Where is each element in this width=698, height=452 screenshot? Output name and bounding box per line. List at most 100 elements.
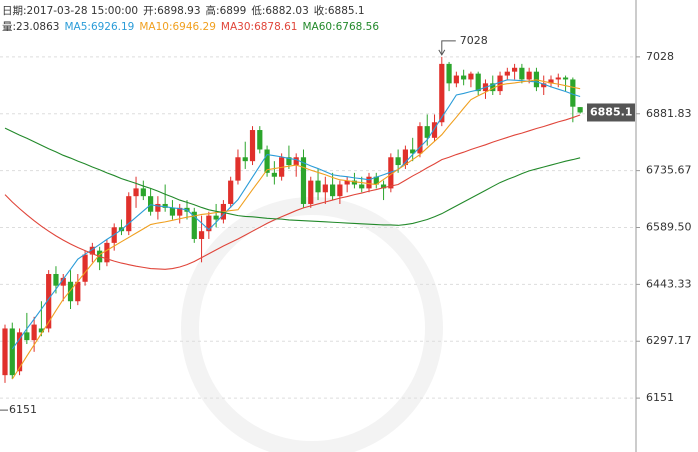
candle-body: [504, 71, 510, 76]
candle-body: [519, 67, 525, 80]
candle-body: [213, 215, 219, 220]
ma-line: [11, 79, 581, 350]
legend-label: MA10:: [139, 21, 173, 33]
y-tick-label: 6297.17: [646, 334, 692, 347]
field-value: 6882.03: [265, 5, 309, 17]
candle-body: [155, 203, 161, 212]
candle-body: [315, 180, 321, 193]
legend-entry: MA30:6878.61: [221, 21, 298, 33]
y-tick-label: 6735.67: [646, 164, 692, 177]
high-pointer: [441, 40, 456, 55]
legend-label: MA30:: [220, 21, 255, 33]
candle-body: [133, 188, 139, 197]
candle-body: [82, 254, 88, 282]
candle-body: [67, 281, 74, 302]
candle-body: [60, 277, 66, 286]
candle-body: [206, 215, 212, 232]
candle-body: [31, 324, 37, 341]
legend-label: MA60:: [302, 21, 336, 33]
candle-body: [402, 149, 408, 166]
candle-body: [453, 75, 459, 84]
candle-body: [293, 157, 299, 166]
candle-body: [512, 67, 518, 72]
header-field: 量:23.0863: [2, 21, 59, 33]
candle-body: [264, 149, 270, 173]
candle-body: [359, 184, 365, 189]
candle-body: [577, 107, 583, 113]
candle-body: [177, 207, 183, 216]
candle-body: [541, 83, 547, 88]
y-tick-label: 6589.50: [646, 220, 692, 233]
watermark: [181, 197, 443, 452]
candle-body: [446, 63, 452, 84]
field-value: 2017-03-28 15:00:00: [26, 5, 139, 17]
candle-body: [198, 231, 205, 239]
header: 日期:2017-03-28 15:00:00 开:6898.93 高:6899 低:6…: [2, 3, 636, 35]
candle-body: [38, 328, 44, 333]
candle-body: [431, 122, 438, 138]
candle-body: [461, 75, 467, 80]
candle-body: [570, 79, 576, 107]
candle-body: [162, 203, 168, 208]
legend-value: 6926.19: [90, 21, 135, 33]
ma-line: [11, 79, 581, 380]
y-tick-label: 7028: [646, 50, 674, 63]
candle-body: [271, 172, 277, 177]
candle-body: [104, 242, 110, 263]
candle-body: [475, 73, 481, 92]
high-label: 7028: [460, 34, 488, 47]
header-field: 日期:2017-03-28 15:00:00: [2, 5, 138, 17]
legend-entry: MA60:6768.56: [302, 21, 379, 33]
candle-body: [148, 196, 154, 212]
candle-body: [337, 184, 343, 197]
candle-body: [308, 180, 314, 204]
legend-entry: MA10:6946.29: [139, 21, 216, 33]
candle-body: [562, 77, 569, 80]
field-label: 量:: [2, 21, 17, 33]
candle-body: [373, 176, 379, 185]
candle-body: [322, 184, 328, 193]
candle-body: [286, 157, 292, 166]
field-label: 日期:: [2, 5, 27, 17]
high-arrow: [438, 49, 446, 56]
field-value: 23.0863: [16, 21, 60, 33]
header-field: 高:6899: [206, 5, 247, 17]
candle-body: [424, 126, 430, 138]
candle-body: [24, 332, 30, 341]
ma-line: [4, 114, 581, 270]
legend-value: 6768.56: [335, 21, 380, 33]
candle-body: [417, 126, 423, 154]
candle-body: [468, 73, 474, 80]
candle-body: [300, 157, 307, 204]
candle-body: [548, 79, 554, 84]
field-label: 开:: [143, 5, 158, 17]
candle-body: [9, 328, 15, 376]
candle-body: [344, 180, 350, 185]
candle-body: [235, 157, 241, 181]
candle-body: [497, 75, 503, 92]
candle-body: [75, 281, 81, 302]
candle-body: [366, 176, 372, 189]
candle-body: [439, 63, 445, 123]
last-price-label: 6885.1: [590, 105, 632, 118]
candle-body: [388, 157, 394, 189]
candle-body: [555, 77, 561, 80]
candle-body: [526, 71, 532, 80]
header-field: 收:6885.1: [314, 5, 365, 17]
legend-value: 6946.29: [172, 21, 216, 33]
candle-body: [53, 273, 59, 286]
candle-body: [380, 184, 387, 189]
candle-body: [351, 180, 358, 185]
candle-body: [16, 332, 23, 372]
candle-body: [140, 188, 146, 197]
y-tick-label: 6881.83: [646, 107, 692, 120]
field-value: 6898.93: [157, 5, 201, 17]
candle-body: [46, 273, 52, 329]
candle-body: [169, 207, 176, 216]
candle-body: [126, 196, 132, 232]
candle-body: [490, 83, 496, 92]
candle-body: [257, 130, 263, 150]
candle-body: [395, 157, 401, 166]
